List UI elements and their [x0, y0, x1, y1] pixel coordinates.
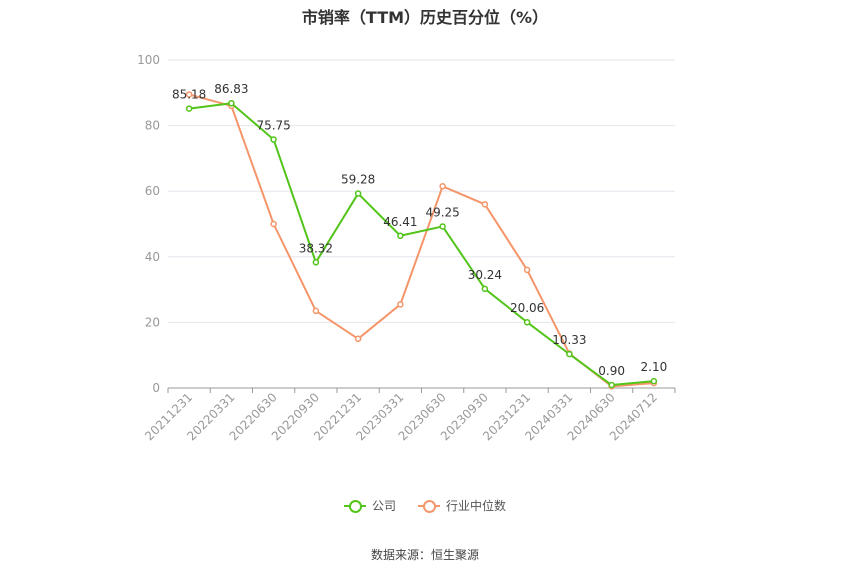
industry-median-point — [312, 307, 320, 315]
data-labels: 85.18 86.83 75.75 38.32 59.28 46.41 49.25 30.24… — [172, 82, 667, 378]
data-label: 85.18 — [172, 88, 206, 102]
company-point — [354, 190, 362, 197]
chart-title: 市销率（TTM）历史百分位（%） — [301, 8, 549, 27]
legend-swatch-company — [343, 499, 366, 513]
company-line — [188, 102, 654, 387]
axes: 0204060801002021123120220331202206302022… — [137, 53, 676, 443]
company-point — [312, 259, 320, 266]
company-point — [228, 99, 235, 107]
data-label: 0.90 — [598, 364, 625, 378]
company-point — [185, 105, 193, 112]
data-label: 20.06 — [510, 301, 544, 315]
company-point — [397, 232, 404, 240]
company-point — [481, 285, 489, 293]
legend-swatch-industry-median — [418, 499, 440, 513]
line-chart: 0204060801002021123120220331202206302022… — [137, 53, 676, 443]
data-label: 38.32 — [299, 241, 333, 255]
company-point — [650, 377, 658, 385]
industry-median-point — [270, 220, 277, 228]
y-tick-label: 20 — [145, 315, 160, 329]
legend-item-industry-median[interactable]: 行业中位数 — [418, 497, 506, 514]
data-label: 75.75 — [256, 119, 290, 133]
company-point — [439, 223, 446, 230]
industry-median-point — [397, 301, 404, 308]
company-point — [523, 318, 531, 326]
company-point — [270, 136, 277, 143]
data-label: 2.10 — [641, 360, 668, 374]
legend: 公司 行业中位数 — [0, 497, 850, 514]
y-tick-label: 40 — [145, 250, 160, 264]
grid-lines — [168, 59, 675, 323]
y-tick-label: 0 — [152, 381, 160, 395]
industry-median-point — [481, 201, 489, 208]
data-source: 数据来源：恒生聚源 — [370, 548, 479, 562]
series-lines — [185, 91, 658, 390]
data-label: 46.41 — [383, 215, 417, 229]
industry-median-point — [439, 183, 446, 190]
industry-median-point — [354, 335, 362, 343]
y-tick-label: 60 — [145, 184, 160, 198]
legend-label-industry-median: 行业中位数 — [446, 499, 507, 513]
y-tick-label: 80 — [145, 119, 160, 133]
industry-median-point — [523, 266, 531, 274]
company-point — [566, 350, 573, 358]
data-label: 30.24 — [468, 268, 502, 282]
y-tick-label: 100 — [137, 53, 160, 67]
data-label: 49.25 — [425, 205, 459, 219]
data-label: 86.83 — [214, 82, 248, 96]
company-point — [608, 381, 615, 389]
data-label: 10.33 — [552, 333, 586, 347]
legend-label-company: 公司 — [371, 499, 396, 513]
industry-median-point — [185, 91, 193, 98]
data-label: 59.28 — [341, 173, 375, 187]
legend-item-company[interactable]: 公司 — [343, 497, 396, 514]
